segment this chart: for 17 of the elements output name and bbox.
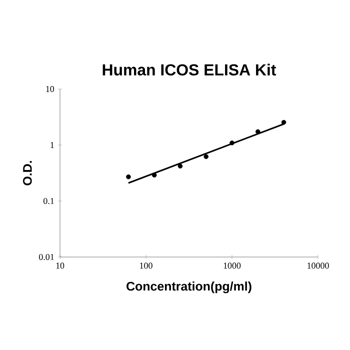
- chart-title: Human ICOS ELISA Kit: [102, 64, 276, 76]
- point: [230, 140, 234, 146]
- point: [126, 174, 131, 180]
- x-tick-label: 10: [56, 262, 64, 269]
- x-tick-label: 1000: [224, 262, 241, 269]
- point: [152, 172, 157, 178]
- point: [178, 164, 183, 168]
- x-axis-title: Concentration(pg/ml): [126, 282, 252, 294]
- y-tick-label: 10: [46, 86, 54, 92]
- y-axis-title: O.D.: [23, 161, 32, 186]
- point: [204, 154, 209, 160]
- x-tick-label: 100: [140, 262, 152, 269]
- point: [281, 120, 286, 125]
- y-tick-label: 0.1: [44, 198, 54, 204]
- y-tick-label: 1: [50, 142, 54, 148]
- x-tick-label: 10000: [308, 262, 329, 269]
- y-tick-label: 0.01: [39, 254, 54, 260]
